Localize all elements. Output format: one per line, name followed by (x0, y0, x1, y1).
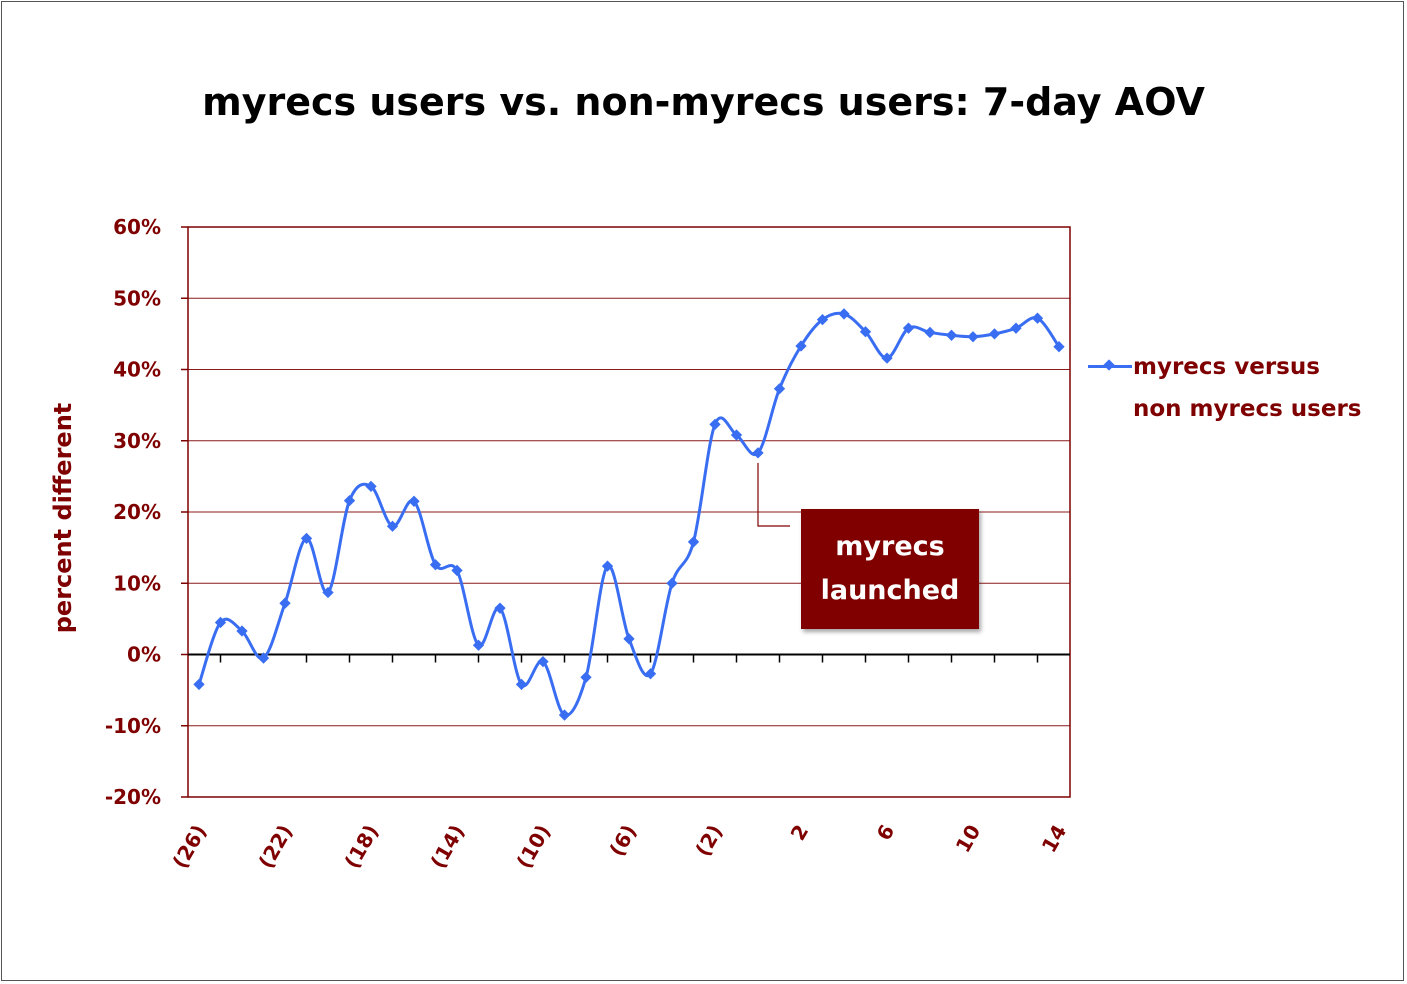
data-point-9 (386, 520, 399, 532)
data-point-5 (300, 532, 313, 545)
data-point-37 (988, 328, 1001, 340)
y-tick-label-4: 20% (113, 500, 161, 524)
data-point-11 (429, 559, 442, 571)
data-point-40 (1053, 341, 1065, 353)
data-point-24 (709, 418, 721, 431)
data-point-30 (838, 308, 850, 320)
x-tick-label-2: (18) (339, 821, 383, 873)
data-point-39 (1031, 312, 1044, 324)
data-point-26 (752, 447, 764, 459)
data-point-22 (666, 577, 678, 589)
data-point-38 (1010, 322, 1022, 334)
x-tick-label-6: (2) (690, 821, 727, 861)
legend-label: myrecs versus non myrecs users (1133, 354, 1362, 422)
data-point-28 (795, 340, 807, 352)
y-tick-label-1: -10% (105, 714, 161, 738)
data-point-10 (408, 495, 420, 507)
annotation-line-2: launched (820, 575, 960, 606)
data-point-4 (279, 597, 291, 609)
y-tick-label-5: 30% (113, 429, 161, 453)
data-point-8 (365, 480, 377, 493)
x-tick-label-5: (6) (604, 821, 641, 861)
data-point-12 (451, 564, 463, 577)
x-tick-label-7: 2 (786, 821, 814, 845)
data-point-34 (924, 326, 936, 339)
data-point-27 (773, 383, 786, 395)
data-point-32 (881, 352, 893, 364)
data-point-21 (644, 668, 657, 680)
y-tick-label-8: 60% (113, 215, 161, 239)
data-point-15 (515, 678, 528, 691)
data-point-31 (859, 326, 872, 338)
data-point-33 (902, 322, 915, 334)
data-point-2 (236, 625, 248, 637)
y-tick-label-3: 10% (113, 571, 161, 595)
data-point-14 (494, 602, 506, 614)
data-point-35 (945, 329, 958, 341)
data-point-29 (816, 313, 829, 326)
x-tick-label-3: (14) (425, 821, 469, 873)
data-point-20 (623, 633, 635, 645)
annotation-leader-line (757, 462, 790, 527)
launch-annotation-box: myrecs launched (801, 509, 979, 629)
y-tick-label-6: 40% (113, 358, 161, 382)
data-point-36 (967, 331, 979, 343)
data-point-19 (601, 560, 614, 572)
launch-annotation-text: myrecs launched (821, 525, 960, 613)
data-point-7 (343, 494, 356, 507)
x-tick-label-0: (26) (167, 821, 211, 873)
data-point-1 (214, 616, 227, 629)
x-tick-label-9: 10 (951, 821, 986, 857)
y-tick-label-2: 0% (127, 643, 161, 667)
x-tick-label-10: 14 (1037, 821, 1072, 857)
x-tick-label-8: 6 (872, 821, 900, 845)
data-point-6 (322, 586, 334, 599)
data-point-17 (558, 709, 571, 721)
data-point-25 (730, 429, 743, 441)
x-tick-label-4: (10) (511, 821, 555, 873)
y-tick-label-7: 50% (113, 286, 161, 310)
annotation-line-1: myrecs (835, 531, 945, 562)
data-point-16 (537, 655, 549, 668)
data-point-13 (472, 639, 485, 651)
data-point-3 (257, 652, 270, 664)
chart-title: myrecs users vs. non-myrecs users: 7-day… (202, 80, 1205, 124)
data-point-23 (687, 536, 700, 548)
x-tick-label-1: (22) (253, 821, 297, 873)
y-tick-label-0: -20% (105, 785, 161, 809)
data-point-0 (193, 678, 205, 691)
data-point-18 (580, 671, 592, 683)
